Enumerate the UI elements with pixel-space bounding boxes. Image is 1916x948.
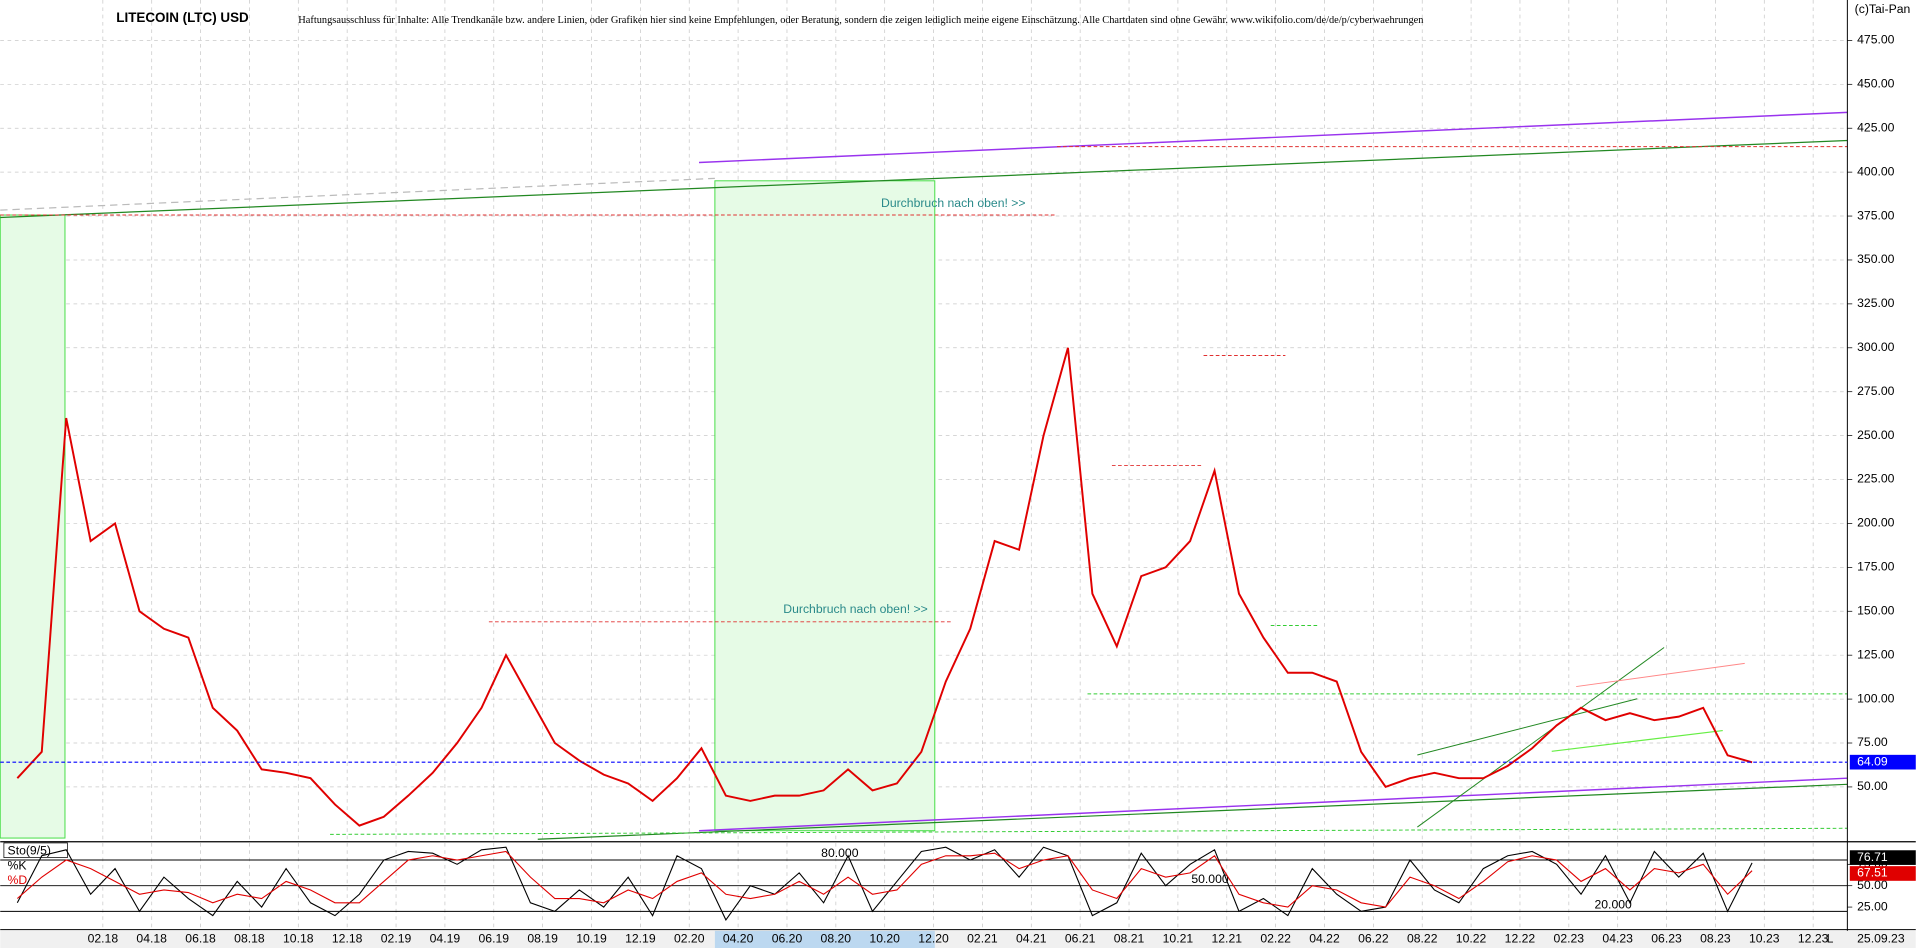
x-tick-label: 10.20 (869, 932, 900, 946)
y-tick-label: 25.00 (1857, 899, 1888, 913)
x-tick-label: 12.21 (1211, 932, 1242, 946)
y-tick-label: 375.00 (1857, 208, 1895, 222)
y-tick-label: 150.00 (1857, 603, 1895, 617)
x-tick-label: 08.21 (1114, 932, 1145, 946)
x-tick-label: 04.21 (1016, 932, 1047, 946)
disclaimer: Haftungsausschluss für Inhalte: Alle Tre… (298, 15, 1424, 26)
legend-entry: %K (8, 858, 27, 872)
y-tick-label: 50.00 (1857, 779, 1888, 793)
y-tick-label: 475.00 (1857, 33, 1895, 47)
trend-line (698, 777, 1848, 832)
annotation: Durchbruch nach oben! >> (783, 602, 928, 616)
y-tick-label: 75.00 (1857, 735, 1888, 749)
trend-line (1417, 698, 1638, 756)
x-tick-label: 12.18 (332, 932, 363, 946)
x-tick-label: 12.22 (1505, 932, 1536, 946)
x-axis-highlight (714, 930, 935, 948)
stochastic-line (16, 846, 1753, 921)
x-tick-label: 06.19 (478, 932, 509, 946)
x-tick-label: 06.22 (1358, 932, 1389, 946)
x-tick-label: 02.22 (1260, 932, 1291, 946)
legend-entry: %D (8, 873, 28, 887)
stochastic-line (16, 850, 1753, 908)
x-axis-marker: L (1827, 932, 1834, 946)
x-tick-label: 08.18 (234, 932, 265, 946)
x-tick-label: 02.19 (381, 932, 412, 946)
x-tick-label: 04.20 (723, 932, 754, 946)
last-value-box (1849, 850, 1916, 865)
y-tick-label: 175.00 (1857, 560, 1895, 574)
x-tick-label: 04.18 (136, 932, 167, 946)
price-line (16, 347, 1753, 827)
y-tick-label: 250.00 (1857, 428, 1895, 442)
x-tick-label: 10.23 (1749, 932, 1780, 946)
x-tick-label: 10.18 (283, 932, 314, 946)
x-tick-label: 02.23 (1554, 932, 1585, 946)
trend-line (0, 177, 715, 211)
x-tick-label: 12.20 (918, 932, 949, 946)
trend-line (1576, 662, 1745, 688)
y-tick-label: 100.00 (1857, 691, 1895, 705)
y-tick-label: 425.00 (1857, 120, 1895, 134)
x-tick-label: 12.19 (625, 932, 656, 946)
level-label: 50.000 (1191, 872, 1229, 886)
x-tick-label: 02.21 (967, 932, 998, 946)
x-axis-band (0, 930, 1916, 948)
last-value-label: 67.51 (1857, 866, 1888, 880)
x-tick-label: 08.23 (1700, 932, 1731, 946)
source: (c)Tai-Pan (1855, 2, 1911, 16)
x-tick-label: 10.19 (576, 932, 607, 946)
x-tick-label: 10.22 (1456, 932, 1487, 946)
x-tick-label: 04.19 (430, 932, 461, 946)
x-tick-label: 08.22 (1407, 932, 1438, 946)
y-tick-label: 325.00 (1857, 296, 1895, 310)
y-tick-label: 400.00 (1857, 164, 1895, 178)
trend-line (1417, 647, 1665, 828)
y-tick-label: 200.00 (1857, 516, 1895, 530)
chart-title: LITECOIN (LTC) USD (116, 10, 249, 25)
x-tick-label: 06.18 (185, 932, 216, 946)
x-tick-label: 04.22 (1309, 932, 1340, 946)
last-value-label: 76.71 (1857, 850, 1888, 864)
annotation: Durchbruch nach oben! >> (881, 196, 1026, 210)
trend-line (537, 783, 1848, 840)
x-tick-label: 02.20 (674, 932, 705, 946)
x-tick-label: 06.20 (772, 932, 803, 946)
y-tick-label: 275.00 (1857, 384, 1895, 398)
y-tick-label: 225.00 (1857, 472, 1895, 486)
last-value-box (1849, 866, 1916, 881)
x-tick-label: 08.20 (821, 932, 852, 946)
y-tick-label: 350.00 (1857, 252, 1895, 266)
last-price-box (1849, 754, 1916, 770)
x-tick-label: 04.23 (1602, 932, 1633, 946)
level-line (330, 827, 1848, 835)
x-tick-label: 08.19 (527, 932, 558, 946)
trend-line (698, 111, 1848, 164)
y-tick-label: 450.00 (1857, 77, 1895, 91)
drawing-layer: Durchbruch nach oben! >> Durchbruch nach… (0, 111, 1848, 840)
trend-line (0, 139, 1848, 219)
zone (714, 180, 936, 832)
x-tick-label: 10.21 (1163, 932, 1194, 946)
last-price-label: 64.09 (1857, 754, 1888, 768)
indicator-title: Sto(9/5) (8, 844, 51, 858)
x-tick-label: 12.23 (1798, 932, 1829, 946)
x-tick-label: 06.21 (1065, 932, 1096, 946)
level-label: 80.000 (821, 846, 859, 860)
y-tick-label: 125.00 (1857, 647, 1895, 661)
level-label: 20.000 (1594, 897, 1632, 911)
zone (0, 214, 66, 839)
y-tick-label: 50.00 (1857, 878, 1888, 892)
x-tick-label: 02.18 (88, 932, 119, 946)
y-tick-label: 300.00 (1857, 340, 1895, 354)
x-end-label: 25.09.23 (1857, 932, 1905, 946)
trend-line (1551, 729, 1723, 752)
x-tick-label: 06.23 (1651, 932, 1682, 946)
